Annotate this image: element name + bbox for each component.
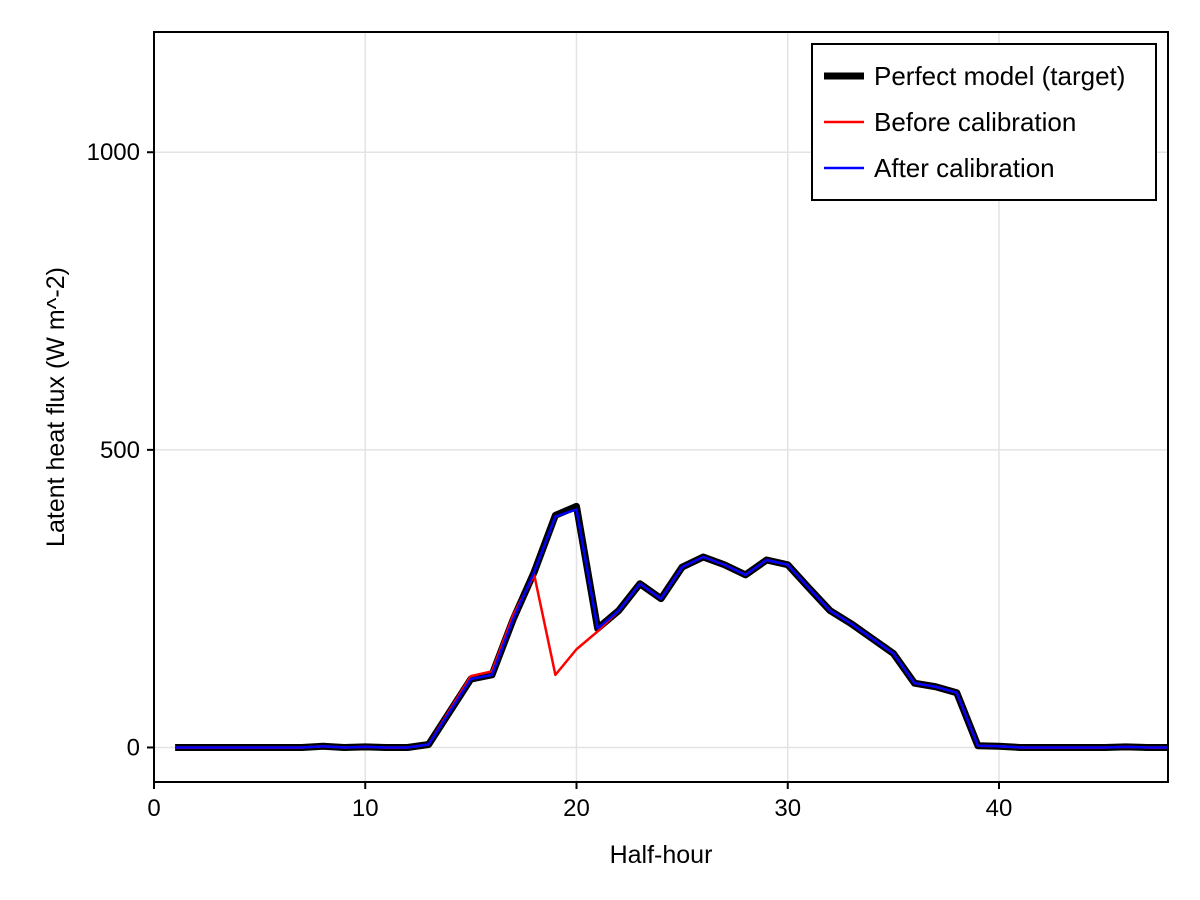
x-tick-label: 10 — [352, 795, 379, 822]
series-lines — [175, 502, 1168, 751]
x-tick-label: 0 — [147, 795, 160, 822]
legend: Perfect model (target) Before calibratio… — [811, 43, 1157, 201]
legend-entry-before-calibration: Before calibration — [874, 107, 1076, 137]
legend-entry-perfect-model: Perfect model (target) — [874, 61, 1125, 91]
x-tick-label: 30 — [774, 795, 801, 822]
legend-box — [811, 43, 1157, 201]
x-axis-label: Half-hour — [610, 841, 713, 869]
series-line-after-calibration — [175, 508, 1168, 749]
y-tick-label: 1000 — [87, 139, 140, 166]
y-tick-label: 0 — [127, 734, 140, 761]
axis-ticks: 0 10 20 30 40 0 500 1000 — [87, 139, 1013, 822]
y-axis-label: Latent heat flux (W m^-2) — [42, 267, 70, 547]
legend-entry-after-calibration: After calibration — [874, 153, 1055, 183]
plot-frame — [153, 31, 1169, 783]
x-tick-label: 20 — [563, 795, 590, 822]
series-line-perfect-model — [175, 502, 1168, 751]
y-tick-label: 500 — [100, 437, 140, 464]
x-tick-label: 40 — [986, 795, 1013, 822]
